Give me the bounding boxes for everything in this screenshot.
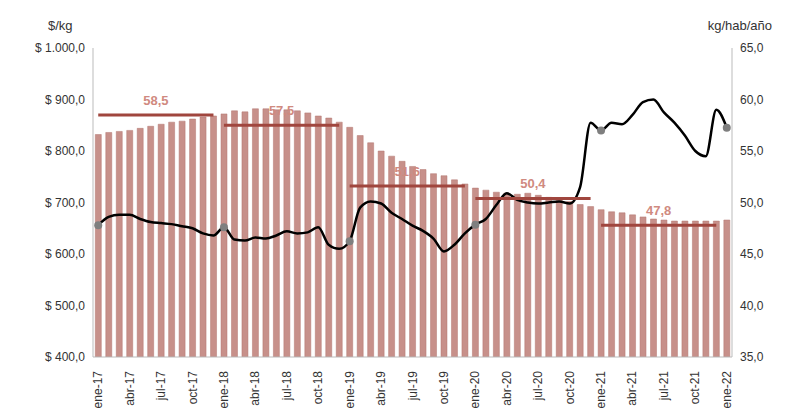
svg-text:oct-21: oct-21 (688, 371, 702, 405)
svg-text:ene-17: ene-17 (91, 371, 105, 409)
svg-text:51,6: 51,6 (395, 164, 420, 179)
svg-text:jul-21: jul-21 (657, 371, 671, 402)
svg-text:50,4: 50,4 (520, 176, 546, 191)
svg-text:$ 1.000,0: $ 1.000,0 (35, 41, 85, 55)
svg-text:abr-21: abr-21 (625, 371, 639, 406)
svg-text:jul-17: jul-17 (154, 371, 168, 402)
html-text:$/kg: $/kg (48, 18, 73, 33)
svg-text:50,0: 50,0 (740, 196, 764, 210)
svg-text:ene-19: ene-19 (343, 371, 357, 409)
svg-text:45,0: 45,0 (740, 247, 764, 261)
svg-text:60,0: 60,0 (740, 93, 764, 107)
svg-text:jul-18: jul-18 (280, 371, 294, 402)
svg-text:ene-20: ene-20 (468, 371, 482, 409)
svg-text:jul-20: jul-20 (531, 371, 545, 402)
svg-text:35,0: 35,0 (740, 350, 764, 364)
svg-text:$ 400,0: $ 400,0 (45, 350, 85, 364)
svg-text:47,8: 47,8 (646, 203, 671, 218)
svg-text:ene-22: ene-22 (720, 371, 734, 409)
svg-text:ene-21: ene-21 (594, 371, 608, 409)
svg-text:jul-19: jul-19 (406, 371, 420, 402)
svg-text:58,5: 58,5 (143, 93, 168, 108)
svg-text:40,0: 40,0 (740, 299, 764, 313)
svg-text:55,0: 55,0 (740, 144, 764, 158)
svg-text:oct-19: oct-19 (437, 371, 451, 405)
html-text:kg/hab/año: kg/hab/año (707, 18, 772, 33)
svg-text:$ 800,0: $ 800,0 (45, 144, 85, 158)
svg-text:abr-18: abr-18 (248, 371, 262, 406)
svg-text:$ 900,0: $ 900,0 (45, 93, 85, 107)
svg-text:oct-18: oct-18 (311, 371, 325, 405)
svg-text:$ 600,0: $ 600,0 (45, 247, 85, 261)
svg-text:$ 700,0: $ 700,0 (45, 196, 85, 210)
svg-text:oct-17: oct-17 (186, 371, 200, 405)
svg-text:abr-19: abr-19 (374, 371, 388, 406)
svg-text:65,0: 65,0 (740, 41, 764, 55)
svg-text:oct-20: oct-20 (563, 371, 577, 405)
svg-text:ene-18: ene-18 (217, 371, 231, 409)
svg-text:$ 500,0: $ 500,0 (45, 299, 85, 313)
svg-text:abr-20: abr-20 (500, 371, 514, 406)
svg-text:57,5: 57,5 (269, 103, 294, 118)
svg-text:abr-17: abr-17 (123, 371, 137, 406)
